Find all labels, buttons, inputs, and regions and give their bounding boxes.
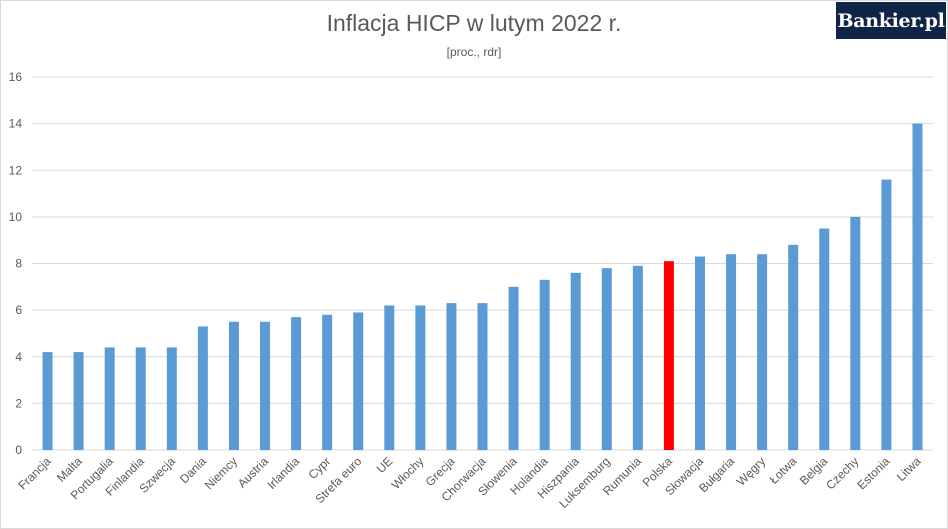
bar-czechy [850, 216, 861, 450]
x-category-label: Litwa [894, 454, 924, 484]
bar-słowacja [694, 256, 705, 450]
bar-słowenia [508, 286, 519, 450]
bar-łotwa [788, 244, 799, 450]
bar-portugalia [104, 347, 115, 450]
x-category-label: Austria [235, 454, 272, 491]
bar-litwa [912, 123, 923, 450]
x-category-label: UE [374, 454, 396, 476]
bar-chorwacja [477, 303, 488, 450]
bar-francja [42, 352, 53, 450]
bar-dania [197, 326, 208, 450]
bar-luksemburg [601, 268, 612, 450]
y-tick-label: 10 [9, 210, 23, 224]
x-category-label: Łotwa [767, 454, 800, 487]
y-tick-label: 14 [9, 117, 23, 131]
x-category-label: Niemcy [202, 454, 240, 492]
x-category-label: Estonia [854, 454, 892, 492]
y-tick-label: 4 [15, 350, 22, 364]
x-category-label: Irlandia [264, 454, 302, 492]
bars [42, 123, 923, 450]
bar-belgia [819, 228, 830, 450]
bar-irlandia [291, 317, 302, 450]
bar-malta [73, 352, 84, 450]
y-tick-label: 0 [15, 443, 22, 457]
y-tick-label: 12 [9, 163, 23, 177]
y-tick-label: 8 [15, 257, 22, 271]
bar-rumunia [632, 265, 643, 450]
x-category-label: Cypr [305, 454, 333, 482]
bar-bułgaria [726, 254, 737, 450]
bar-polska [663, 261, 674, 450]
brand-logo: Bankier.pl [836, 2, 946, 39]
y-tick-label: 6 [15, 303, 22, 317]
bar-finlandia [135, 347, 146, 450]
bar-węgry [757, 254, 768, 450]
chart-title: Inflacja HICP w lutym 2022 r. [326, 10, 622, 36]
bar-szwecja [166, 347, 177, 450]
x-category-label: Bułgaria [696, 454, 737, 495]
bar-włochy [415, 305, 426, 450]
bar-austria [260, 321, 271, 450]
bar-strefa-euro [353, 312, 364, 450]
bar-grecja [446, 303, 457, 450]
x-category-label: Węgry [734, 454, 768, 488]
bar-ue [384, 305, 395, 450]
y-tick-label: 16 [9, 70, 23, 84]
x-category-label: Czechy [823, 454, 861, 492]
y-axis-tick-labels: 0 2 4 6 8 10 12 14 16 [9, 70, 23, 457]
y-tick-label: 2 [15, 396, 22, 410]
bar-niemcy [228, 321, 239, 450]
bar-cypr [322, 314, 333, 450]
x-category-label: Włochy [389, 454, 427, 492]
x-axis-category-labels: Francja MaltaPortugaliaFinlandiaSzwecjaDa… [15, 454, 923, 511]
bar-hiszpania [570, 272, 581, 450]
bar-holandia [539, 279, 550, 450]
x-category-label: Francja [15, 454, 53, 492]
chart-subtitle: [proc., rdr] [446, 45, 502, 59]
bar-estonia [881, 179, 892, 450]
